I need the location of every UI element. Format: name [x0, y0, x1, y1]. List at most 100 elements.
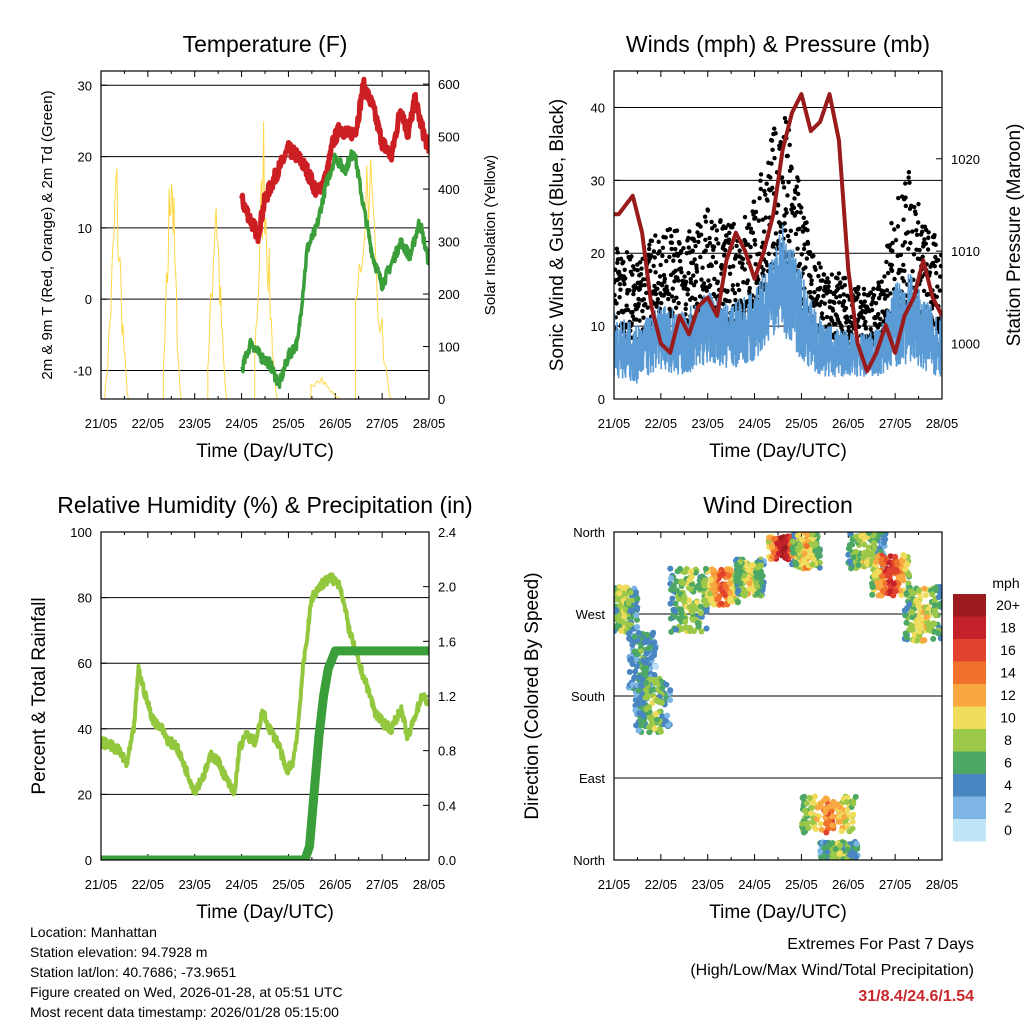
gust-point	[937, 288, 942, 293]
gust-point	[856, 292, 861, 297]
gust-point	[863, 319, 868, 324]
direction-point	[711, 567, 718, 574]
direction-point	[722, 583, 729, 590]
colorbar-title: mph	[992, 575, 1019, 591]
plot-area	[101, 572, 429, 860]
direction-point	[765, 534, 772, 541]
direction-point	[803, 543, 810, 550]
direction-point	[746, 585, 753, 592]
gust-point	[642, 282, 647, 288]
colorbar-swatch	[953, 729, 986, 752]
gust-point	[760, 217, 765, 222]
gust-point	[913, 211, 918, 217]
gust-point	[933, 242, 938, 248]
gust-point	[821, 272, 827, 277]
gust-point	[669, 240, 675, 246]
direction-point	[651, 725, 658, 732]
direction-point	[700, 579, 707, 586]
gust-point	[916, 201, 921, 207]
direction-point	[810, 555, 817, 562]
direction-point	[848, 565, 855, 572]
gust-point	[691, 282, 697, 288]
direction-point	[843, 799, 850, 806]
gust-point	[765, 263, 770, 268]
gust-point	[651, 249, 657, 254]
direction-point	[768, 543, 775, 550]
colorbar-swatch	[953, 796, 986, 819]
gust-point	[618, 287, 623, 292]
gust-point	[753, 262, 758, 267]
direction-point	[780, 540, 787, 547]
direction-point	[626, 635, 633, 642]
gust-point	[843, 305, 849, 311]
plot-frame	[100, 70, 430, 400]
gust-point	[876, 311, 881, 317]
gust-point	[801, 246, 807, 252]
gust-point	[861, 315, 866, 321]
gust-point	[835, 276, 840, 281]
direction-point	[887, 553, 894, 560]
gust-point	[621, 259, 626, 265]
direction-point	[881, 580, 888, 587]
direction-point	[837, 842, 844, 849]
direction-point	[640, 713, 647, 720]
gust-point	[787, 239, 792, 244]
direction-cluster	[632, 674, 674, 736]
gust-point	[673, 305, 679, 310]
gust-point	[669, 294, 675, 299]
y-right-tick-label: 0.8	[438, 744, 456, 759]
gust-point	[826, 279, 831, 285]
direction-point	[668, 586, 675, 593]
gust-point	[658, 262, 663, 268]
direction-point	[649, 632, 656, 639]
direction-cluster	[817, 838, 861, 860]
gust-point	[692, 257, 697, 262]
direction-point	[651, 652, 658, 659]
gust-point	[795, 191, 801, 197]
gust-point	[907, 180, 912, 185]
direction-point	[643, 650, 650, 657]
gust-point	[661, 273, 667, 278]
gust-point	[631, 291, 636, 297]
gust-point	[914, 232, 920, 238]
gust-point	[714, 228, 720, 233]
x-tick-label: 24/05	[225, 416, 258, 431]
gust-point	[832, 300, 837, 306]
gust-point	[683, 302, 689, 307]
gust-point	[761, 267, 766, 272]
gust-point	[710, 254, 716, 260]
gust-point	[716, 241, 721, 246]
x-tick-label: 28/05	[926, 416, 959, 431]
direction-point	[668, 575, 675, 582]
direction-point	[634, 651, 641, 658]
x-tick-label: 21/05	[598, 877, 631, 892]
gust-point	[903, 181, 908, 186]
direction-point	[869, 583, 876, 590]
colorbar-swatch	[953, 594, 986, 617]
direction-point	[725, 572, 732, 579]
gust-point	[705, 208, 711, 213]
plot-area	[614, 532, 942, 860]
gust-point	[912, 204, 917, 210]
y-tick-label: 20	[78, 787, 92, 802]
gust-point	[829, 272, 835, 277]
gust-point	[919, 229, 925, 235]
y-right-tick-label: 1010	[951, 244, 980, 259]
gust-point	[693, 243, 698, 249]
gust-point	[674, 228, 680, 233]
plot-frame	[613, 70, 943, 400]
direction-point	[775, 550, 782, 557]
gust-point	[827, 322, 832, 327]
gust-point	[727, 230, 732, 236]
plot-area	[104, 76, 429, 399]
direction-point	[880, 587, 887, 594]
gust-point	[669, 246, 674, 252]
gust-point	[641, 315, 646, 320]
gust-point	[685, 287, 691, 292]
direction-point	[692, 569, 699, 576]
gust-point	[769, 161, 774, 166]
gust-point	[656, 239, 661, 245]
gust-point	[934, 294, 939, 300]
direction-point	[726, 580, 733, 587]
gust-point	[707, 283, 713, 288]
